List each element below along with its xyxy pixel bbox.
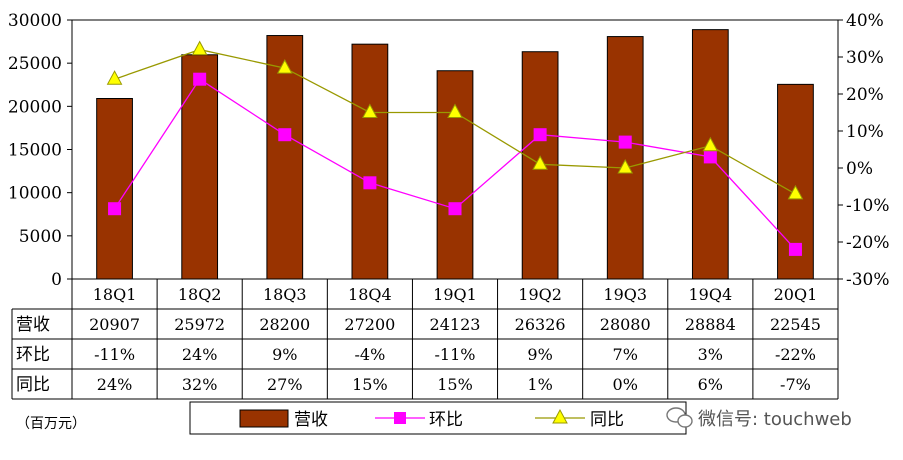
table-cell: -11% <box>94 345 135 364</box>
table-cell: 15% <box>437 375 473 394</box>
marker-square <box>448 202 462 216</box>
right-tick-label: 30% <box>846 48 884 68</box>
left-tick-label: 30000 <box>8 11 62 31</box>
table-cell: 28200 <box>259 315 310 334</box>
marker-square <box>788 242 802 256</box>
bar-revenue <box>266 35 304 280</box>
table-cell: 22545 <box>770 315 821 334</box>
table-cell: 9% <box>527 345 552 364</box>
marker-triangle <box>787 184 804 200</box>
right-tick-label: 20% <box>846 85 884 105</box>
table-cell: 9% <box>272 345 297 364</box>
left-tick-label: 0 <box>51 270 62 290</box>
table-cell: 24% <box>182 345 218 364</box>
x-tick-label: 18Q3 <box>263 285 307 304</box>
table-cell: 27% <box>267 375 303 394</box>
x-tick-label: 20Q1 <box>774 285 818 304</box>
left-tick-label: 20000 <box>8 97 62 117</box>
x-tick-label: 18Q4 <box>348 285 392 304</box>
legend-marker-qoq <box>394 412 406 424</box>
marker-triangle <box>447 103 463 118</box>
marker-square <box>278 128 292 142</box>
marker-square <box>108 202 122 216</box>
table-cell: 24% <box>97 375 133 394</box>
table-cell: 28080 <box>600 315 651 334</box>
table-row-label: 营收 <box>16 315 50 335</box>
table-cell: 0% <box>613 375 638 394</box>
x-tick-label: 18Q1 <box>93 285 137 304</box>
right-tick-label: 40% <box>846 11 884 31</box>
table-cell: 32% <box>182 375 218 394</box>
bar-revenue <box>436 70 474 280</box>
marker-triangle <box>617 158 634 174</box>
bar-revenue <box>96 98 133 280</box>
table-cell: 3% <box>698 345 723 364</box>
bar-revenue <box>351 43 389 280</box>
legend-swatch-revenue <box>239 409 289 428</box>
table-cell: -11% <box>435 345 476 364</box>
left-tick-label: 10000 <box>8 184 62 204</box>
table-cell: 15% <box>352 375 388 394</box>
marker-triangle <box>532 155 548 170</box>
legend-label-qoq: 环比 <box>429 410 463 430</box>
x-tick-label: 19Q3 <box>603 285 647 304</box>
marker-triangle <box>106 70 123 85</box>
left-tick-label: 25000 <box>8 54 62 74</box>
right-tick-label: -10% <box>846 196 890 216</box>
table-cell: -7% <box>780 375 811 394</box>
marker-square <box>363 176 377 190</box>
marker-square <box>533 128 547 142</box>
x-tick-label: 19Q2 <box>518 285 562 304</box>
right-tick-label: 0% <box>846 159 873 179</box>
table-cell: 25972 <box>174 315 225 334</box>
watermark-text: 微信号: touchweb <box>698 409 852 430</box>
marker-triangle <box>276 59 293 74</box>
table-cell: -4% <box>354 345 385 364</box>
table-cell: 1% <box>527 375 552 394</box>
right-tick-label: -30% <box>846 270 890 290</box>
right-tick-label: -20% <box>846 233 890 253</box>
table-cell: 24123 <box>430 315 481 334</box>
left-tick-label: 15000 <box>8 141 62 161</box>
table-cell: 20907 <box>89 315 140 334</box>
marker-triangle <box>362 103 378 118</box>
marker-triangle <box>702 136 719 152</box>
table-cell: 28884 <box>685 315 736 334</box>
table-cell: 26326 <box>515 315 566 334</box>
bar-revenue <box>181 54 219 280</box>
marker-square <box>193 72 207 86</box>
table-cell: 27200 <box>344 315 395 334</box>
x-tick-label: 18Q2 <box>178 285 222 304</box>
unit-label: （百万元） <box>16 416 86 432</box>
table-row-label: 同比 <box>16 375 50 395</box>
right-tick-label: 10% <box>846 122 884 142</box>
table-row-label: 环比 <box>16 345 50 365</box>
wechat-icon-bubble <box>677 414 693 428</box>
x-tick-label: 19Q1 <box>433 285 477 304</box>
legend-marker-yoy <box>552 408 568 424</box>
legend-label-revenue: 营收 <box>294 410 328 430</box>
legend-label-yoy: 同比 <box>590 410 624 430</box>
marker-square <box>703 150 717 164</box>
table-cell: 7% <box>613 345 638 364</box>
marker-triangle <box>191 40 208 56</box>
x-tick-label: 19Q4 <box>689 285 733 304</box>
left-tick-label: 5000 <box>19 227 62 247</box>
table-cell: -22% <box>775 345 816 364</box>
marker-square <box>618 135 632 149</box>
table-cell: 6% <box>698 375 723 394</box>
bar-revenue <box>606 36 644 280</box>
